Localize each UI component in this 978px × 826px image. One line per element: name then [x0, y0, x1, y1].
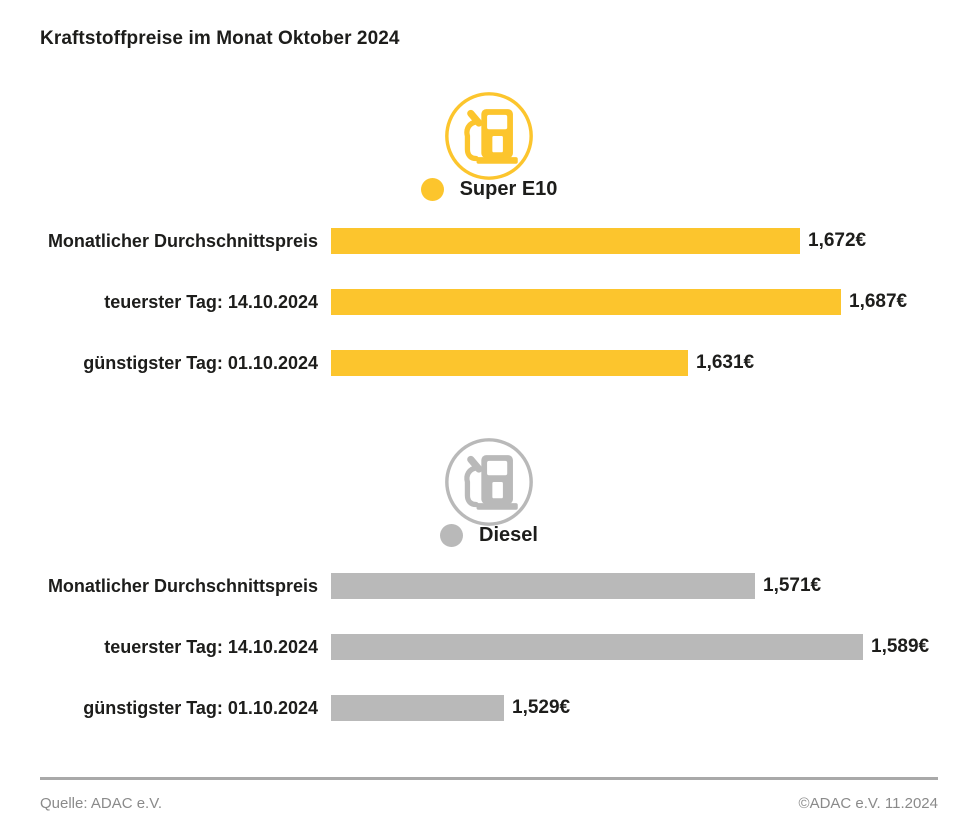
legend-super-e10: Super E10 — [420, 176, 558, 202]
bar-row: Monatlicher Durchschnittspreis 1,571€ — [40, 573, 938, 599]
bar-row-label: teuerster Tag: 14.10.2024 — [104, 291, 318, 312]
bar-min-diesel — [331, 695, 504, 721]
bar-row-label: günstigster Tag: 01.10.2024 — [83, 352, 318, 373]
legend-diesel: Diesel — [440, 522, 538, 548]
legend-dot-icon — [440, 523, 464, 547]
bar-row-label: Monatlicher Durchschnittspreis — [47, 230, 318, 251]
bar-value: 1,571€ — [763, 575, 822, 596]
bar-average-super-e10 — [331, 228, 800, 254]
bar-average-diesel — [331, 573, 755, 599]
bar-row: teuerster Tag: 14.10.2024 1,687€ — [40, 289, 938, 315]
bar-row-label: teuerster Tag: 14.10.2024 — [104, 636, 318, 657]
legend-dot-icon — [420, 177, 444, 201]
section-super-e10: Super E10 Monatlicher Durchschnittspreis… — [40, 50, 938, 376]
footer: Quelle: ADAC e.V. ©ADAC e.V. 11.2024 — [40, 795, 938, 812]
legend-label: Diesel — [479, 523, 538, 546]
bar-row: günstigster Tag: 01.10.2024 1,631€ — [40, 350, 938, 376]
bar-value: 1,529€ — [512, 697, 571, 718]
section-diesel: Diesel Monatlicher Durchschnittspreis 1,… — [40, 376, 938, 721]
bar-row: teuerster Tag: 14.10.2024 1,589€ — [40, 634, 938, 660]
bar-rows-diesel: Monatlicher Durchschnittspreis 1,571€ te… — [40, 573, 938, 721]
source-note: Quelle: ADAC e.V. — [40, 795, 163, 812]
bar-row: Monatlicher Durchschnittspreis 1,672€ — [40, 228, 938, 254]
fuel-pump-icon — [443, 436, 535, 528]
copyright-note: ©ADAC e.V. 11.2024 — [798, 795, 938, 812]
bar-min-super-e10 — [331, 350, 688, 376]
fuel-pump-icon — [443, 90, 535, 182]
bar-row-label: günstigster Tag: 01.10.2024 — [83, 697, 318, 718]
page-title: Kraftstoffpreise im Monat Oktober 2024 — [40, 28, 400, 49]
bar-max-diesel — [331, 634, 863, 660]
bar-max-super-e10 — [331, 289, 841, 315]
bar-row-label: Monatlicher Durchschnittspreis — [47, 575, 318, 596]
section-header-diesel: Diesel — [40, 376, 938, 548]
footer-divider — [40, 777, 938, 780]
bar-value: 1,631€ — [696, 352, 755, 373]
bar-value: 1,687€ — [849, 291, 908, 312]
bar-rows-super-e10: Monatlicher Durchschnittspreis 1,672€ te… — [40, 228, 938, 376]
legend-label: Super E10 — [459, 177, 558, 200]
bar-value: 1,672€ — [808, 230, 867, 251]
section-header-super-e10: Super E10 — [40, 50, 938, 202]
bar-value: 1,589€ — [871, 636, 930, 657]
bar-row: günstigster Tag: 01.10.2024 1,529€ — [40, 695, 938, 721]
